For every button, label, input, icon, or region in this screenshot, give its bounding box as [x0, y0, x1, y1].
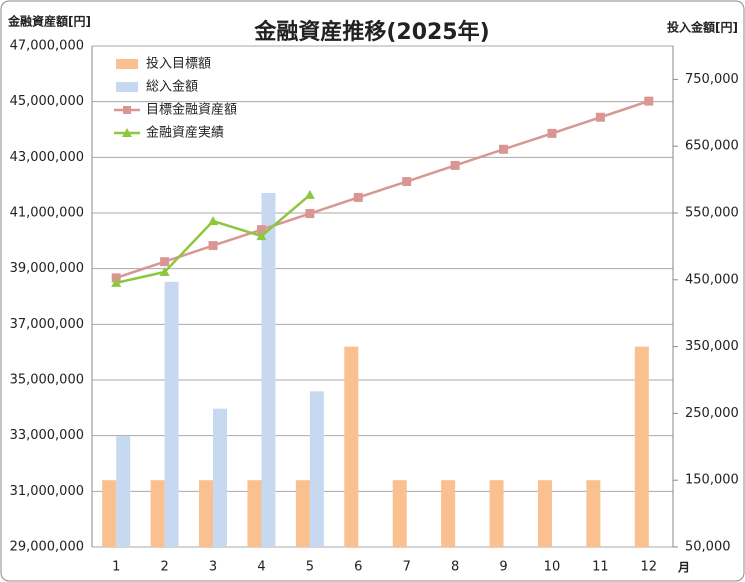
marker — [304, 189, 315, 199]
bar — [247, 480, 262, 547]
marker — [208, 241, 218, 251]
x-tick-label: 2 — [160, 560, 168, 575]
x-tick-label: 10 — [544, 560, 561, 575]
bar — [102, 480, 117, 547]
bar — [116, 436, 131, 547]
legend-label: 投入目標額 — [146, 56, 211, 72]
y2-tick-label: 650,000 — [685, 139, 739, 154]
bar — [199, 480, 214, 547]
x-tick-label: 11 — [592, 560, 609, 575]
bar — [441, 480, 456, 547]
x-tick-label: 12 — [641, 560, 658, 575]
bar — [392, 480, 407, 547]
marker — [305, 209, 315, 219]
marker — [160, 257, 170, 267]
x-tick-label: 9 — [499, 560, 507, 575]
y-tick-label: 29,000,000 — [10, 540, 84, 555]
legend-label: 金融資産実績 — [146, 125, 224, 141]
marker — [402, 177, 412, 187]
y-tick-label: 31,000,000 — [10, 484, 84, 499]
legend-swatch — [116, 82, 138, 92]
bar — [295, 480, 310, 547]
legend-label: 目標金融資産額 — [146, 102, 237, 118]
bar — [309, 391, 324, 547]
bar — [261, 192, 276, 547]
y2-tick-label: 350,000 — [685, 339, 739, 354]
y-tick-label: 35,000,000 — [10, 373, 84, 388]
y2-tick-label: 550,000 — [685, 206, 739, 221]
legend-marker — [123, 106, 131, 114]
bar — [213, 408, 228, 547]
x-tick-label: 8 — [451, 560, 459, 575]
marker — [595, 112, 605, 122]
y-axis-title: 金融資産額[円] — [7, 14, 91, 29]
marker — [256, 225, 266, 235]
bar — [537, 480, 552, 547]
bar — [164, 281, 179, 547]
marker — [208, 216, 219, 226]
y2-tick-label: 750,000 — [685, 72, 739, 87]
y2-tick-label: 450,000 — [685, 272, 739, 287]
marker — [547, 128, 557, 138]
marker — [111, 277, 122, 287]
x-axis-title: 月 — [677, 561, 690, 575]
y-tick-label: 37,000,000 — [10, 317, 84, 332]
legend-marker — [122, 128, 132, 137]
y2-tick-label: 50,000 — [685, 540, 731, 555]
marker — [159, 267, 170, 277]
y2-axis-title: 投入金額[円] — [667, 20, 738, 35]
y2-tick-label: 250,000 — [685, 406, 739, 421]
y-tick-label: 47,000,000 — [10, 39, 84, 54]
y-tick-label: 39,000,000 — [10, 261, 84, 276]
marker — [111, 273, 121, 283]
bar — [344, 346, 359, 547]
x-tick-label: 1 — [112, 560, 120, 575]
bar — [489, 480, 504, 547]
marker — [353, 192, 363, 202]
x-tick-label: 5 — [306, 560, 314, 575]
y2-tick-label: 150,000 — [685, 473, 739, 488]
bar — [634, 346, 649, 547]
y-tick-label: 33,000,000 — [10, 428, 84, 443]
marker — [450, 160, 460, 170]
bar — [586, 480, 601, 547]
marker — [256, 231, 267, 241]
x-tick-label: 6 — [354, 560, 362, 575]
y-tick-label: 45,000,000 — [10, 94, 84, 109]
x-tick-label: 3 — [209, 560, 217, 575]
chart-title: 金融資産推移(2025年) — [253, 19, 489, 45]
x-tick-label: 7 — [403, 560, 411, 575]
y-tick-label: 43,000,000 — [10, 150, 84, 165]
bar — [150, 480, 165, 547]
line — [115, 99, 650, 280]
marker — [499, 144, 509, 154]
legend-swatch — [116, 59, 138, 69]
legend-label: 総入金額 — [146, 79, 198, 95]
marker — [644, 96, 654, 106]
y-tick-label: 41,000,000 — [10, 206, 84, 221]
x-tick-label: 4 — [257, 560, 265, 575]
